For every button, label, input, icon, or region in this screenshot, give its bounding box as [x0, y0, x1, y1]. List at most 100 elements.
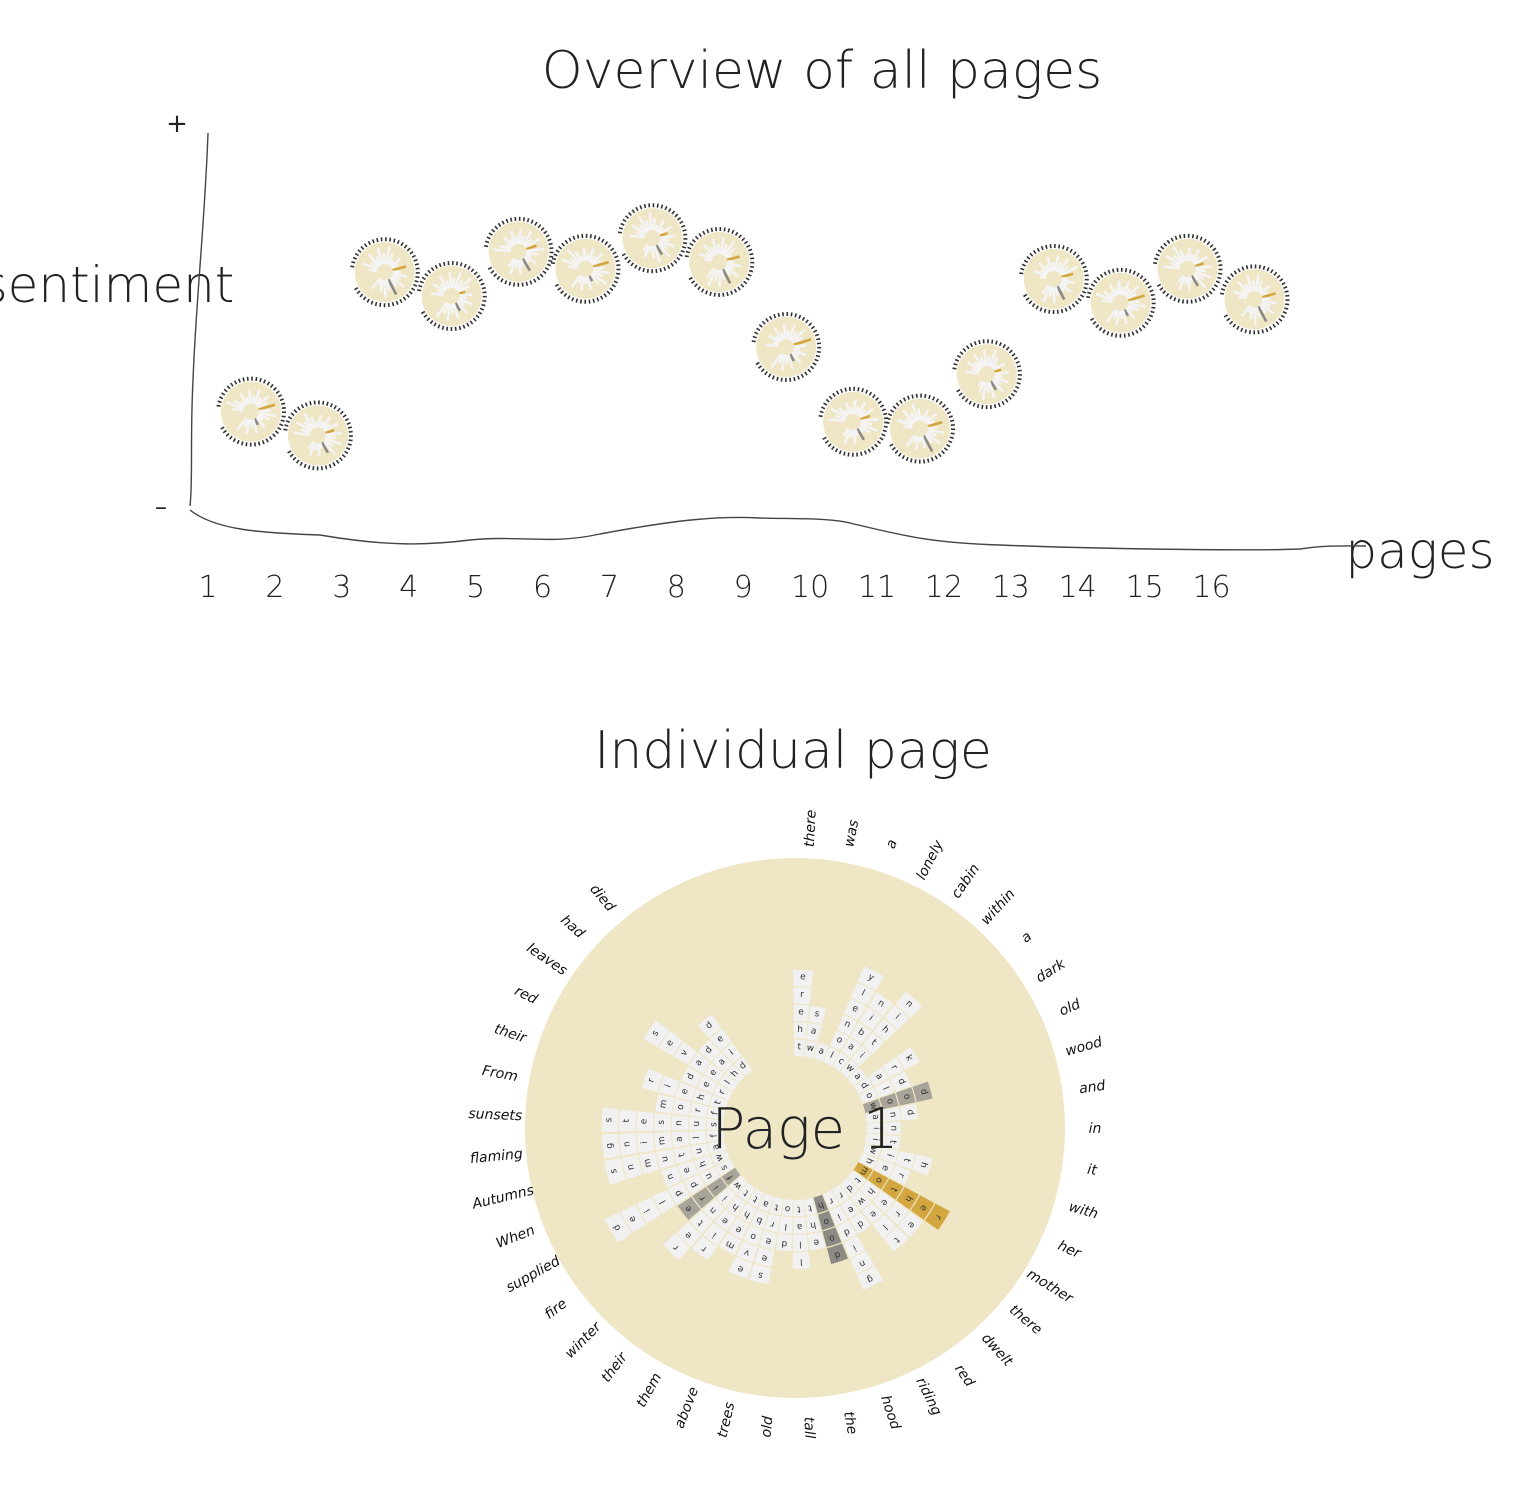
page-badge-10[interactable]	[818, 386, 889, 457]
word-bar-was[interactable]: was	[804, 1005, 826, 1059]
word-bar-with[interactable]: w ith	[862, 1143, 933, 1176]
word-bar-there[interactable]: there	[793, 969, 814, 1057]
page-badge-rim-mark	[671, 210, 676, 215]
page-badge-rim-mark	[624, 256, 629, 261]
letter-tile	[822, 1227, 842, 1248]
ring-word: within	[978, 886, 1019, 928]
word-bar-old[interactable]: old	[775, 1199, 793, 1252]
word-bar-supplied[interactable]: supplied	[604, 1159, 735, 1243]
page-badge-2[interactable]	[283, 400, 353, 471]
word-bar-lonely[interactable]: lonely	[823, 966, 884, 1066]
page-badge-spoke	[1095, 292, 1114, 302]
page-badge-spoke	[321, 416, 331, 430]
word-bar-there[interactable]: there	[847, 1170, 923, 1237]
page-badge-rim-mark	[1268, 326, 1273, 331]
word-bar-died[interactable]: died	[697, 1014, 753, 1076]
page-badge-spoke	[392, 265, 407, 272]
letter-glyph: e	[715, 1033, 726, 1045]
page-badge-rim-mark	[269, 383, 274, 389]
page-badge-rim-mark	[525, 281, 529, 286]
word-bar-her[interactable]: her	[858, 1153, 911, 1186]
page-badge-14[interactable]	[1086, 267, 1156, 338]
word-bar-within[interactable]: within	[840, 991, 922, 1079]
word-bar-the[interactable]: the	[803, 1197, 826, 1251]
page-badge-rim-mark	[1194, 298, 1198, 303]
word-bar-hood[interactable]: hood	[813, 1194, 849, 1265]
detail-title: Individual page	[594, 721, 992, 781]
page-badge-spoke	[638, 216, 650, 233]
word-bar-flaming[interactable]: f l a m i ng	[601, 1130, 724, 1159]
page-badge-rim-mark	[822, 436, 827, 440]
x-tick-label: 2	[265, 570, 284, 605]
page-badge-spoke	[318, 442, 324, 450]
word-bar-trees[interactable]: trees	[749, 1196, 784, 1285]
word-bar-sunsets[interactable]: s u n s e t s	[601, 1107, 724, 1132]
page-badge-13[interactable]	[1019, 243, 1089, 315]
word-bar-fire[interactable]: fire	[677, 1167, 741, 1220]
page-badge-16[interactable]	[1219, 264, 1290, 335]
page-badge-5[interactable]	[483, 216, 554, 287]
page-badge-3[interactable]	[350, 237, 420, 308]
word-bar-riding[interactable]: riding	[822, 1190, 883, 1291]
word-bar-cabin[interactable]: cabin	[832, 992, 894, 1072]
page-badge-rim-mark	[338, 457, 343, 462]
page-badge-15[interactable]	[1152, 233, 1223, 304]
page-badge-spoke	[454, 302, 462, 312]
letter-glyph: s	[719, 1163, 730, 1172]
page-badge-rim-mark	[800, 373, 805, 378]
word-bar-them[interactable]: them	[719, 1188, 765, 1256]
page-badge-7[interactable]	[617, 203, 688, 274]
word-bar-red[interactable]: red	[681, 1066, 733, 1101]
word-bar-tall[interactable]: tall	[792, 1199, 811, 1269]
word-bar-had[interactable]: had	[698, 1039, 745, 1084]
page-badge-rim-mark	[1048, 309, 1051, 314]
word-bar-winter[interactable]: winter	[663, 1175, 748, 1261]
letter-tile	[689, 1116, 707, 1131]
page-badge-spoke	[577, 275, 584, 284]
word-bar-their[interactable]: their	[692, 1182, 756, 1261]
word-bar-wood[interactable]: w ood	[862, 1081, 933, 1113]
letter-tile	[636, 1132, 655, 1154]
page-badge-spoke	[254, 396, 262, 406]
page-badge-12[interactable]	[952, 339, 1022, 410]
word-bar-mother[interactable]: mother	[853, 1162, 950, 1231]
page-badge-rim-mark	[557, 287, 562, 291]
page-badge-4[interactable]	[417, 260, 487, 332]
page-badge-6[interactable]	[550, 233, 621, 304]
word-bar-it[interactable]: it	[865, 1133, 901, 1150]
page-badge-spoke	[1121, 310, 1129, 325]
word-bar-a[interactable]: a	[813, 1042, 829, 1062]
letter-tile	[601, 1107, 619, 1132]
word-bar-red[interactable]: red	[831, 1184, 871, 1234]
page-badge-spoke	[1056, 285, 1066, 301]
word-bar-leaves[interactable]: leaves	[643, 1020, 739, 1092]
letter-tile	[710, 1149, 730, 1166]
word-bar-old[interactable]: old	[859, 1071, 911, 1104]
page-badge-8[interactable]	[684, 226, 755, 298]
page-badge-spoke	[927, 428, 944, 435]
word-bar-their[interactable]: their	[641, 1068, 729, 1110]
letter-tile	[836, 1220, 857, 1242]
page-badge-spoke	[374, 255, 383, 266]
page-badge-9[interactable]	[751, 311, 822, 383]
page-badge-1[interactable]	[216, 376, 287, 447]
page-badge-11[interactable]	[885, 393, 956, 464]
letter-tile	[706, 1177, 728, 1198]
page-badge-spoke	[787, 354, 794, 370]
word-bar-dwelt[interactable]: dwelt	[839, 1178, 909, 1252]
page-badge-rim-mark	[555, 249, 560, 253]
letter-tile	[726, 1195, 746, 1217]
page-badge-rim-mark	[411, 254, 416, 259]
page-badge-rim-mark	[810, 365, 815, 370]
page-badge-rim-mark	[228, 435, 233, 440]
word-bar-a[interactable]: a	[847, 1067, 867, 1086]
word-bar-dark[interactable]: dark	[853, 1046, 920, 1095]
page-badge-rim-mark	[483, 244, 489, 248]
word-bar-above[interactable]: above	[728, 1193, 774, 1279]
